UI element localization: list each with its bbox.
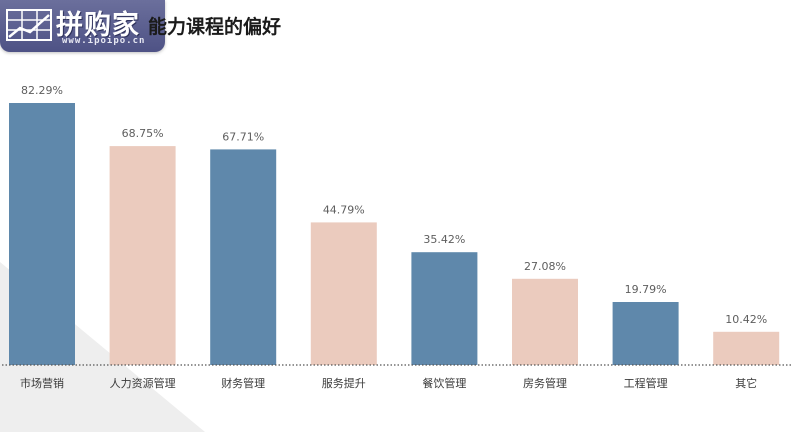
bars-layer (9, 103, 780, 365)
bar-7 (612, 302, 679, 365)
bar-5 (411, 252, 478, 365)
category-label-3: 财务管理 (221, 376, 265, 390)
category-labels-layer: 市场营销 人力资源管理 财务管理 服务提升 餐饮管理 房务管理 工程管理 其它 (20, 376, 757, 390)
bar-3 (210, 149, 277, 365)
bar-4 (310, 222, 377, 365)
data-label-2: 68.75% (122, 127, 164, 140)
logo-name: 拼购家 (56, 10, 140, 41)
category-label-7: 工程管理 (624, 376, 668, 390)
data-label-4: 44.79% (323, 203, 365, 216)
chart-title: 能力课程的偏好 (148, 16, 282, 38)
bar-8 (713, 331, 780, 365)
data-label-1: 82.29% (21, 84, 63, 97)
category-label-6: 房务管理 (523, 376, 567, 390)
bar-1 (9, 103, 75, 365)
grid-chart-icon (6, 9, 52, 41)
category-label-2: 人力资源管理 (110, 376, 176, 390)
data-label-3: 67.71% (222, 130, 264, 143)
data-label-8: 10.42% (725, 313, 767, 326)
data-label-5: 35.42% (423, 233, 465, 246)
bar-2 (109, 146, 176, 365)
bar-6 (512, 278, 578, 365)
category-label-5: 餐饮管理 (422, 376, 466, 390)
site-logo[interactable]: 拼购家 www.ipoipo.cn (0, 0, 165, 52)
data-label-7: 19.79% (625, 283, 667, 296)
data-label-6: 27.08% (524, 260, 566, 273)
data-labels-layer: 82.29% 68.75% 67.71% 44.79% 35.42% 27.08% 19.7… (21, 84, 767, 326)
category-label-1: 市场营销 (20, 376, 64, 390)
category-label-4: 服务提升 (322, 377, 366, 390)
logo-url: www.ipoipo.cn (62, 36, 146, 46)
category-label-8: 其它 (735, 376, 757, 390)
